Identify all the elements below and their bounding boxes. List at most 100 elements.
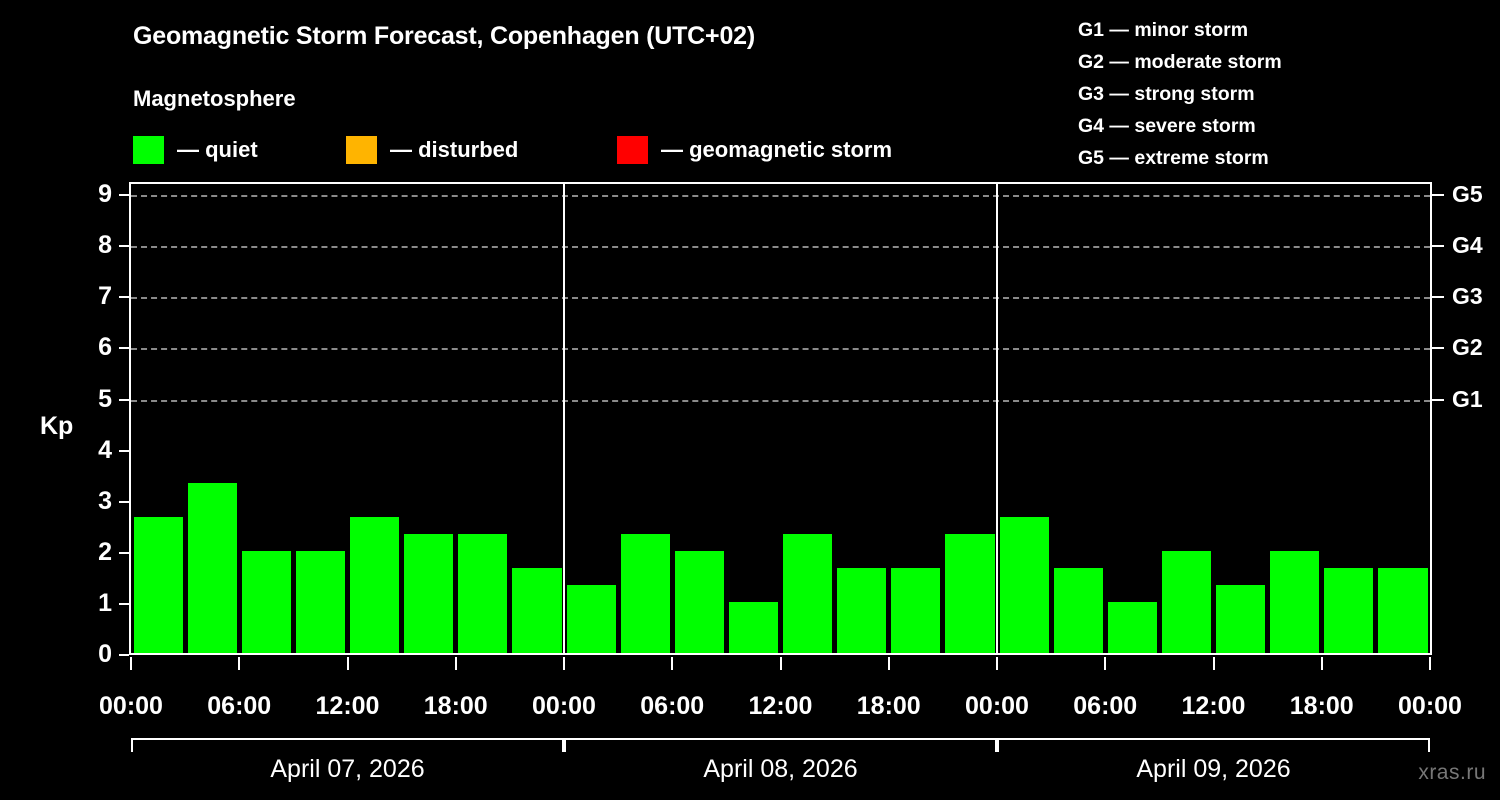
y-tick-mark: [119, 500, 129, 503]
plot-area: [129, 182, 1432, 655]
x-tick-mark: [1104, 657, 1107, 670]
x-tick-label: 00:00: [1398, 692, 1462, 720]
gridline: [131, 399, 1430, 402]
y-tick-mark: [119, 551, 129, 554]
kp-bar: [891, 567, 941, 653]
x-tick-mark: [454, 657, 457, 670]
gscale-legend-row: G5 — extreme storm: [1078, 147, 1269, 169]
y-tick-label: 0: [98, 640, 112, 668]
kp-bar: [620, 533, 670, 653]
g-tick-label: G4: [1452, 232, 1483, 259]
g-tick-label: G1: [1452, 385, 1483, 412]
legend-label: — geomagnetic storm: [661, 137, 893, 162]
x-tick-mark: [563, 657, 565, 670]
kp-bar: [837, 567, 887, 653]
kp-bar: [241, 550, 291, 653]
day-divider: [563, 184, 565, 653]
kp-bar: [783, 533, 833, 653]
x-tick-mark: [1320, 657, 1323, 670]
kp-bar: [728, 601, 778, 653]
kp-bar: [458, 533, 508, 653]
y-tick-mark: [119, 194, 129, 197]
x-tick-mark: [671, 657, 674, 670]
legend-entry: — quiet: [133, 134, 258, 166]
date-bracket: [997, 738, 1430, 752]
kp-bar: [1270, 550, 1320, 653]
kp-bar: [674, 550, 724, 653]
x-tick-label: 06:00: [1073, 692, 1138, 720]
y-tick-label: 5: [98, 384, 112, 413]
legend-entry: — disturbed: [346, 134, 518, 166]
kp-bar: [350, 516, 400, 653]
g-tick-label: G2: [1452, 334, 1483, 361]
y-tick-label: 1: [98, 588, 112, 617]
gscale-legend-row: G3 — strong storm: [1078, 83, 1255, 105]
y-tick-mark: [119, 654, 129, 656]
kp-bar: [1324, 567, 1374, 653]
date-bracket: [564, 738, 997, 752]
x-tick-mark: [996, 657, 998, 670]
kp-bar: [404, 533, 454, 653]
gridline: [131, 195, 1430, 198]
date-bracket: [131, 738, 564, 752]
g-tick-mark: [1432, 194, 1444, 197]
y-tick-mark: [119, 602, 129, 605]
kp-bar: [512, 567, 562, 653]
g-tick-mark: [1432, 245, 1444, 248]
x-tick-label: 06:00: [207, 692, 272, 720]
legend-label: — quiet: [177, 137, 258, 162]
kp-bar: [187, 482, 237, 653]
g-axis-tick-labels: G1 G2 G3 G4 G5: [1452, 0, 1500, 800]
x-tick-label: 18:00: [856, 692, 921, 720]
x-tick-label: 18:00: [423, 692, 488, 720]
x-tick-label: 00:00: [99, 692, 163, 720]
gscale-legend-row: G1 — minor storm: [1078, 19, 1249, 41]
x-tick-label: 12:00: [1181, 692, 1246, 720]
kp-bar: [133, 516, 183, 653]
x-tick-mark: [238, 657, 241, 670]
day-divider: [996, 184, 998, 653]
legend-label: — disturbed: [390, 137, 519, 162]
disturbed-swatch: [346, 136, 377, 164]
x-tick-label: 00:00: [965, 692, 1029, 720]
x-tick-label: 18:00: [1289, 692, 1354, 720]
watermark: xras.ru: [1418, 761, 1486, 784]
x-tick-label: 06:00: [640, 692, 705, 720]
y-tick-mark: [119, 449, 129, 452]
kp-bar: [1161, 550, 1211, 653]
x-tick-mark: [130, 657, 132, 670]
x-tick-mark: [1429, 657, 1431, 670]
gridline: [131, 297, 1430, 300]
y-axis-tick-labels: 0 1 2 3 4 5 6 7 8 9: [60, 0, 112, 800]
y-tick-label: 6: [98, 333, 112, 362]
y-axis-title: Kp: [40, 412, 74, 440]
date-label: April 07, 2026: [270, 755, 425, 783]
kp-bar: [1216, 585, 1266, 653]
page-title: Geomagnetic Storm Forecast, Copenhagen (…: [133, 22, 755, 50]
date-label: April 08, 2026: [703, 755, 858, 783]
g-tick-label: G5: [1452, 181, 1483, 208]
plot-inner: [131, 184, 1430, 653]
gscale-legend: G1 — minor storm G2 — moderate storm G3 — …: [1078, 14, 1282, 174]
g-tick-mark: [1432, 296, 1444, 299]
gscale-legend-row: G4 — severe storm: [1078, 115, 1256, 137]
x-tick-mark: [346, 657, 349, 670]
g-tick-label: G3: [1452, 283, 1483, 310]
x-tick-mark: [779, 657, 782, 670]
kp-bar: [295, 550, 345, 653]
kp-bar: [945, 533, 995, 653]
y-tick-label: 8: [98, 231, 112, 260]
y-tick-label: 4: [98, 435, 112, 464]
x-tick-label: 00:00: [532, 692, 596, 720]
y-tick-mark: [119, 245, 129, 248]
y-tick-label: 7: [98, 282, 112, 311]
y-tick-mark: [119, 398, 129, 401]
x-tick-label: 12:00: [315, 692, 380, 720]
x-tick-label: 12:00: [748, 692, 813, 720]
kp-bar: [1053, 567, 1103, 653]
storm-swatch: [617, 136, 648, 164]
kp-bar: [1378, 567, 1428, 653]
gridline: [131, 246, 1430, 249]
date-label: April 09, 2026: [1136, 755, 1291, 783]
